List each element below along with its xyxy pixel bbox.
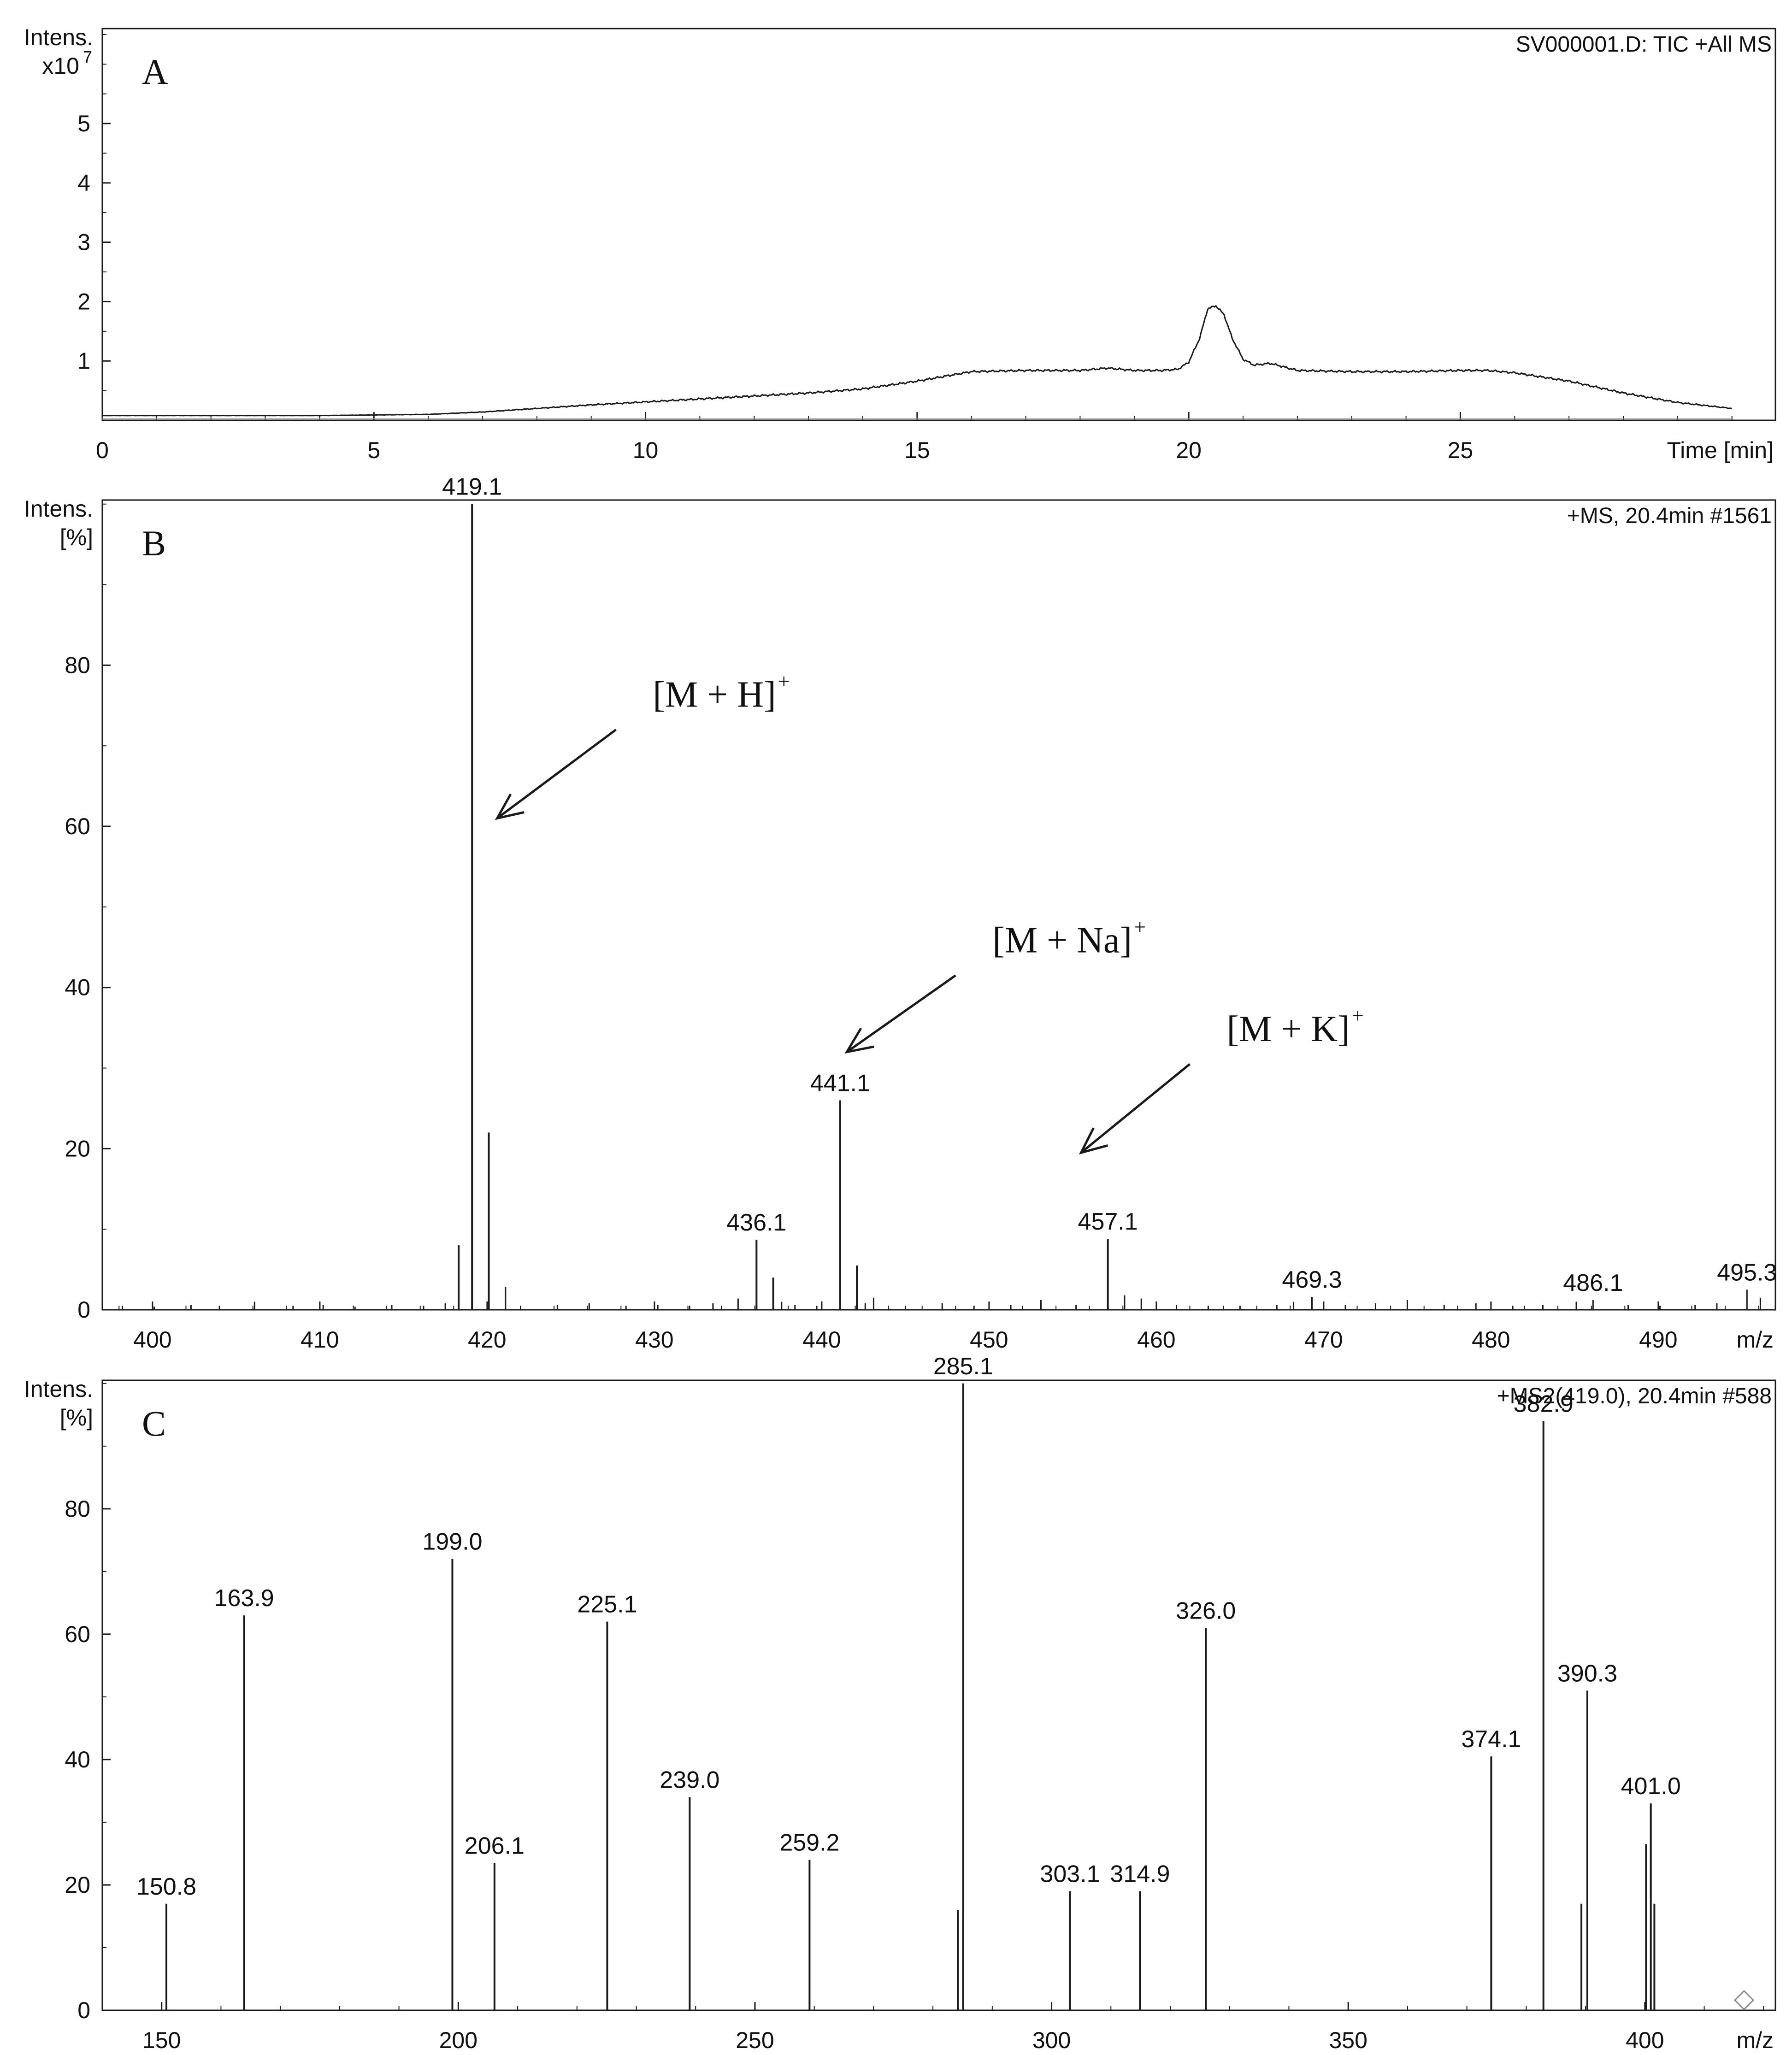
peak-label: 314.9 [1110, 1861, 1170, 1888]
tic-trace [102, 305, 1732, 417]
plot-frame [101, 499, 1776, 1311]
y-tick-label: 1 [77, 348, 90, 374]
annotation-arrow-shaft [496, 729, 617, 819]
x-tick-label: 5 [367, 437, 380, 463]
x-tick-label: 460 [1137, 1327, 1175, 1353]
y-axis-label-line2: x10 [42, 53, 79, 79]
peak-label: 259.2 [779, 1830, 839, 1856]
peak-label: 374.1 [1461, 1726, 1521, 1753]
y-tick-label: 0 [77, 1997, 90, 2023]
y-axis-label-line1: Intens. [24, 1376, 93, 1402]
x-axis-label: Time [min] [1667, 437, 1774, 463]
x-tick-label: 15 [904, 437, 930, 463]
peak-label: 225.1 [577, 1591, 637, 1618]
x-tick-label: 250 [736, 2027, 774, 2053]
y-axis-label-line2: [%] [60, 524, 93, 550]
y-tick-label: 80 [65, 1496, 90, 1522]
peak-label: 163.9 [214, 1585, 274, 1612]
x-tick-label: 300 [1032, 2027, 1071, 2053]
annotation-arrow-head [844, 1027, 874, 1054]
y-axis-label-line2: [%] [60, 1405, 93, 1431]
y-axis-label-line1: Intens. [24, 24, 93, 50]
y-tick-label: 20 [65, 1872, 90, 1898]
x-axis-label: m/z [1736, 1327, 1774, 1353]
x-axis-label: m/z [1736, 2027, 1774, 2053]
adduct-charge-superscript: + [1134, 915, 1146, 938]
spectrum-header: +MS2(419.0), 20.4min #588 [1497, 1384, 1772, 1408]
x-tick-label: 20 [1176, 437, 1202, 463]
peak-label: 495.3 [1717, 1259, 1777, 1286]
y-tick-label: 40 [65, 1747, 90, 1772]
y-tick-label: 3 [77, 230, 90, 255]
y-tick-label: 2 [77, 289, 90, 314]
x-tick-label: 25 [1448, 437, 1474, 463]
peak-label: 441.1 [810, 1070, 870, 1096]
x-tick-label: 470 [1304, 1327, 1343, 1353]
y-axis-exponent: 7 [83, 47, 92, 66]
y-tick-label: 60 [65, 1621, 90, 1647]
peak-label: 419.1 [442, 474, 502, 501]
x-tick-label: 420 [468, 1327, 506, 1353]
peak-label: 285.1 [933, 1353, 993, 1380]
x-tick-label: 200 [439, 2027, 477, 2053]
spectrum-header: +MS, 20.4min #1561 [1567, 504, 1772, 528]
x-tick-label: 440 [802, 1327, 841, 1353]
annotation-arrow-head [495, 793, 525, 820]
y-tick-label: 40 [65, 975, 90, 1001]
annotation-arrow-shaft [1080, 1063, 1191, 1154]
x-tick-label: 400 [1626, 2027, 1664, 2053]
plot-frame [101, 28, 1776, 421]
x-tick-label: 400 [133, 1327, 171, 1353]
annotation-arrow-shaft [846, 974, 956, 1053]
peak-label: 469.3 [1282, 1266, 1342, 1293]
peak-label: 457.1 [1078, 1208, 1138, 1235]
annotation-arrow-head [1079, 1127, 1108, 1154]
x-tick-label: 450 [970, 1327, 1008, 1353]
peak-label: 436.1 [726, 1209, 786, 1236]
x-tick-label: 150 [142, 2027, 181, 2053]
y-axis-label-line1: Intens. [24, 496, 93, 522]
x-tick-label: 0 [96, 437, 109, 463]
adduct-label: [M + K] [1227, 1009, 1350, 1049]
adduct-charge-superscript: + [778, 669, 790, 693]
peak-label: 382.9 [1514, 1390, 1574, 1417]
x-tick-label: 490 [1639, 1327, 1677, 1353]
peak-label: 206.1 [465, 1832, 525, 1859]
adduct-charge-superscript: + [1352, 1004, 1364, 1027]
panel-a-tic-chromatogram: SV000001.D: TIC +All MS A Intens. x10 7 Time … [24, 24, 1776, 463]
x-tick-label: 410 [301, 1327, 339, 1353]
y-tick-label: 5 [77, 111, 90, 136]
panel-letter: A [142, 52, 168, 92]
x-tick-label: 10 [633, 437, 659, 463]
plot-frame [101, 1379, 1776, 2011]
adduct-label: [M + H] [653, 674, 776, 715]
y-tick-label: 4 [77, 170, 90, 196]
peak-label: 303.1 [1040, 1861, 1100, 1888]
y-tick-label: 20 [65, 1136, 90, 1161]
peak-label: 239.0 [660, 1767, 719, 1794]
y-tick-label: 80 [65, 652, 90, 678]
panel-letter: C [142, 1403, 166, 1443]
panel-letter: B [142, 523, 166, 563]
x-tick-label: 350 [1329, 2027, 1367, 2053]
precursor-diamond-marker [1733, 1990, 1755, 2011]
peak-label: 326.0 [1176, 1597, 1236, 1624]
x-tick-label: 430 [635, 1327, 673, 1353]
peak-label: 401.0 [1621, 1773, 1681, 1800]
peak-label: 486.1 [1563, 1270, 1623, 1296]
adduct-label: [M + Na] [992, 920, 1132, 960]
peak-label: 199.0 [422, 1529, 482, 1555]
panel-c-ms2-spectrum: +MS2(419.0), 20.4min #588 C Intens. [%] m/z 1… [24, 1353, 1776, 2053]
spectrum-header: SV000001.D: TIC +All MS [1516, 32, 1772, 57]
x-tick-label: 480 [1472, 1327, 1510, 1353]
peak-label: 390.3 [1557, 1660, 1617, 1687]
peak-label: 150.8 [136, 1873, 196, 1900]
y-tick-label: 0 [77, 1297, 90, 1323]
y-tick-label: 60 [65, 813, 90, 839]
